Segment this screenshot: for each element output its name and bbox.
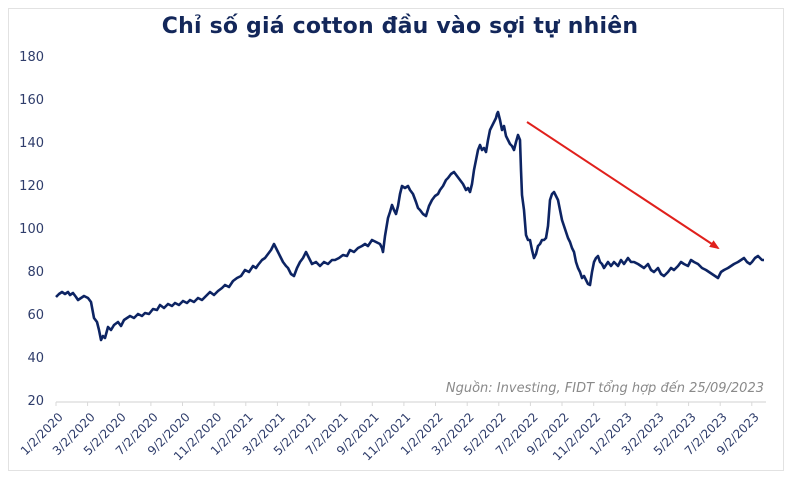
y-tick-label: 80	[27, 265, 44, 280]
y-tick-label: 100	[19, 222, 44, 237]
y-tick-label: 120	[19, 179, 44, 194]
y-tick-label: 180	[19, 50, 44, 65]
y-tick-label: 160	[19, 93, 44, 108]
cotton-price-line	[55, 110, 764, 342]
source-note: Nguồn: Investing, FIDT tổng hợp đến 25/0…	[445, 381, 764, 396]
chart-title: Chỉ số giá cotton đầu vào sợi tự nhiên	[161, 14, 639, 39]
chart-frame	[8, 8, 784, 471]
downtrend-arrow	[526, 121, 720, 250]
y-tick-label: 20	[27, 394, 44, 409]
x-axis-ticks	[55, 402, 753, 406]
y-tick-label: 40	[27, 351, 44, 366]
y-tick-label: 60	[27, 308, 44, 323]
y-tick-label: 140	[19, 136, 44, 151]
